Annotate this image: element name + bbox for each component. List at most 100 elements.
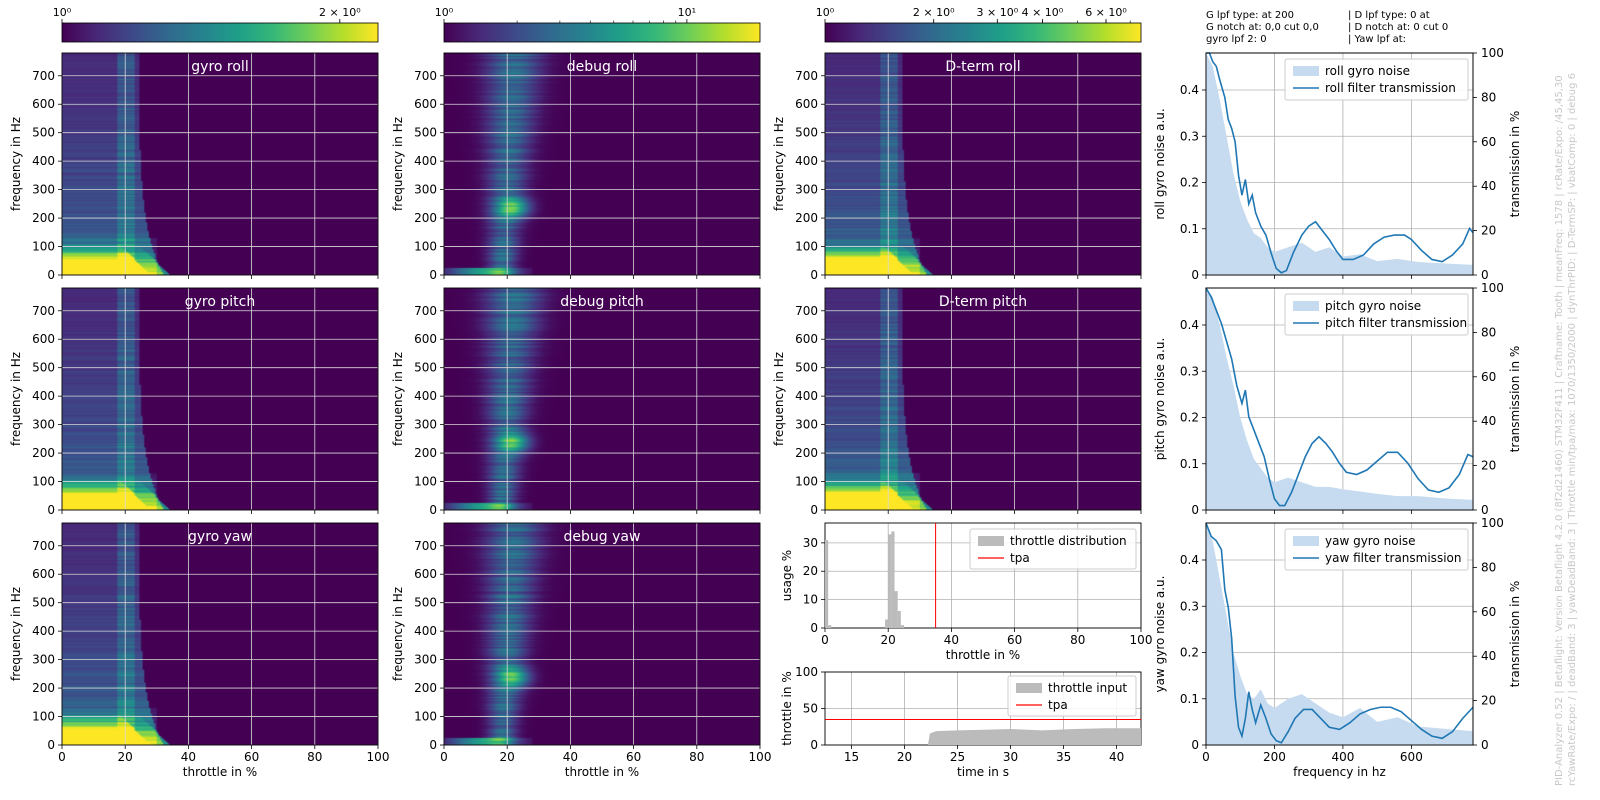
heatmap-image	[62, 523, 378, 745]
tick-label-y: 0.4	[1180, 553, 1199, 567]
tick-label-y2: 60	[1481, 605, 1496, 619]
tick-label-y2: 0	[1481, 268, 1489, 282]
y-axis-label: frequency in Hz	[772, 117, 786, 211]
x-axis-label: time in s	[957, 765, 1009, 779]
histogram-bar	[888, 534, 892, 628]
axes-frame	[1205, 287, 1474, 511]
colorbar-tick-label: 10⁰	[435, 6, 454, 19]
gyro-noise-area	[1206, 523, 1473, 745]
info-right-line: | D notch at: 0 cut 0	[1348, 22, 1448, 33]
tick-label-y: 200	[32, 446, 55, 460]
tick-label-y: 0.1	[1180, 692, 1199, 706]
axes-frame	[824, 52, 1142, 276]
tick-label-y: 0	[47, 268, 55, 282]
tick-label-y: 300	[414, 183, 437, 197]
tick-label-y: 700	[414, 304, 437, 318]
legend-swatch-throttle-input	[1016, 683, 1042, 693]
colorbar-tick-label: 4 × 10⁰	[1022, 6, 1064, 19]
tick-label-y2: 80	[1481, 325, 1496, 339]
info-right-line: | Yaw lpf at:	[1348, 34, 1406, 45]
heatmap-title: debug yaw	[564, 529, 641, 545]
legend-swatch-noise	[1293, 66, 1319, 76]
tick-label-y: 600	[414, 332, 437, 346]
tick-label-y: 700	[414, 539, 437, 553]
colorbar-tick-label: 2 × 10⁰	[913, 6, 955, 19]
tick-label-y: 700	[32, 539, 55, 553]
tick-label-y: 400	[32, 624, 55, 638]
tick-label-y2: 0	[1481, 738, 1489, 752]
tick-label-y: 0	[1191, 738, 1199, 752]
tick-label-y: 500	[795, 126, 818, 140]
info-right-line: | D lpf type: 0 at	[1348, 10, 1430, 21]
tick-label-x: 600	[1400, 750, 1423, 764]
tick-label-x: 0	[440, 750, 448, 764]
heatmap-image	[444, 523, 760, 745]
tick-label-y: 500	[414, 126, 437, 140]
tick-label-y: 700	[795, 304, 818, 318]
heatmap-image	[444, 53, 760, 275]
legend-box	[1284, 293, 1469, 336]
tick-label-y: 0.3	[1180, 129, 1199, 143]
heatmap-title: gyro roll	[191, 59, 248, 75]
tick-label-y: 300	[32, 418, 55, 432]
tick-label-x: 80	[689, 750, 704, 764]
tick-label-x: 100	[367, 750, 390, 764]
tick-label-y2: 0	[1481, 503, 1489, 517]
tick-label-y: 500	[32, 596, 55, 610]
tick-label-y2: 80	[1481, 90, 1496, 104]
legend-label-throttle-input: throttle input	[1048, 681, 1127, 695]
legend-swatch-throttle-distribution	[978, 536, 1004, 546]
filter-transmission-line	[1205, 522, 1474, 744]
histogram-bar	[894, 591, 898, 628]
tick-label-y: 0.1	[1180, 457, 1199, 471]
legend-label-transmission: roll filter transmission	[1325, 81, 1456, 95]
y-axis-label: frequency in Hz	[391, 117, 405, 211]
colorbar-tick-label: 2 × 10⁰	[319, 6, 361, 19]
tick-label-x: 80	[1070, 633, 1085, 647]
axes-frame	[443, 522, 761, 746]
side-metadata-line-2: rcYawRate/Expo: / | deadBand: 3 | yawDea…	[1567, 73, 1578, 786]
tick-label-y: 200	[414, 681, 437, 695]
tick-label-y: 200	[795, 211, 818, 225]
tick-label-x: 0	[821, 633, 829, 647]
tick-label-y: 0.3	[1180, 599, 1199, 613]
tick-label-y2: 20	[1481, 694, 1496, 708]
tick-label-x: 40	[944, 633, 959, 647]
tick-label-y: 30	[803, 536, 818, 550]
tick-label-y: 500	[414, 596, 437, 610]
tick-label-y: 100	[414, 475, 437, 489]
tick-label-y: 100	[795, 665, 818, 679]
tick-label-y: 100	[414, 710, 437, 724]
y-axis-label: usage %	[780, 550, 794, 601]
info-left-line: G lpf type: at 200	[1206, 10, 1294, 21]
y-axis-label: frequency in Hz	[9, 117, 23, 211]
tick-label-x: 20	[500, 750, 515, 764]
tick-label-y: 0.4	[1180, 83, 1199, 97]
histogram-bar	[900, 625, 904, 628]
colorbar-1	[61, 22, 379, 43]
colorbar-tick-label: 10¹	[678, 6, 696, 19]
axes-frame	[443, 52, 761, 276]
tick-label-x: 40	[1109, 750, 1124, 764]
legend-label-tpa: tpa	[1010, 551, 1030, 565]
tick-label-y: 600	[795, 332, 818, 346]
tick-label-y: 100	[414, 240, 437, 254]
tick-label-y: 600	[414, 97, 437, 111]
tick-label-x: 40	[181, 750, 196, 764]
tick-label-y: 500	[32, 361, 55, 375]
tick-label-x: 0	[58, 750, 66, 764]
y-axis-label: throttle in %	[780, 671, 794, 745]
tick-label-x: 15	[844, 750, 859, 764]
tick-label-y: 0	[47, 738, 55, 752]
x-axis-label: throttle in %	[946, 648, 1020, 662]
heatmap-title: gyro yaw	[188, 529, 252, 545]
tick-label-y: 400	[414, 389, 437, 403]
y2-axis-label: transmission in %	[1508, 346, 1522, 453]
tick-label-x: 100	[1130, 633, 1153, 647]
heatmap-title: gyro pitch	[185, 294, 255, 310]
histogram-bar	[828, 625, 832, 628]
tick-label-y: 0	[810, 621, 818, 635]
tick-label-x: 40	[563, 750, 578, 764]
heatmap-image	[62, 53, 378, 275]
